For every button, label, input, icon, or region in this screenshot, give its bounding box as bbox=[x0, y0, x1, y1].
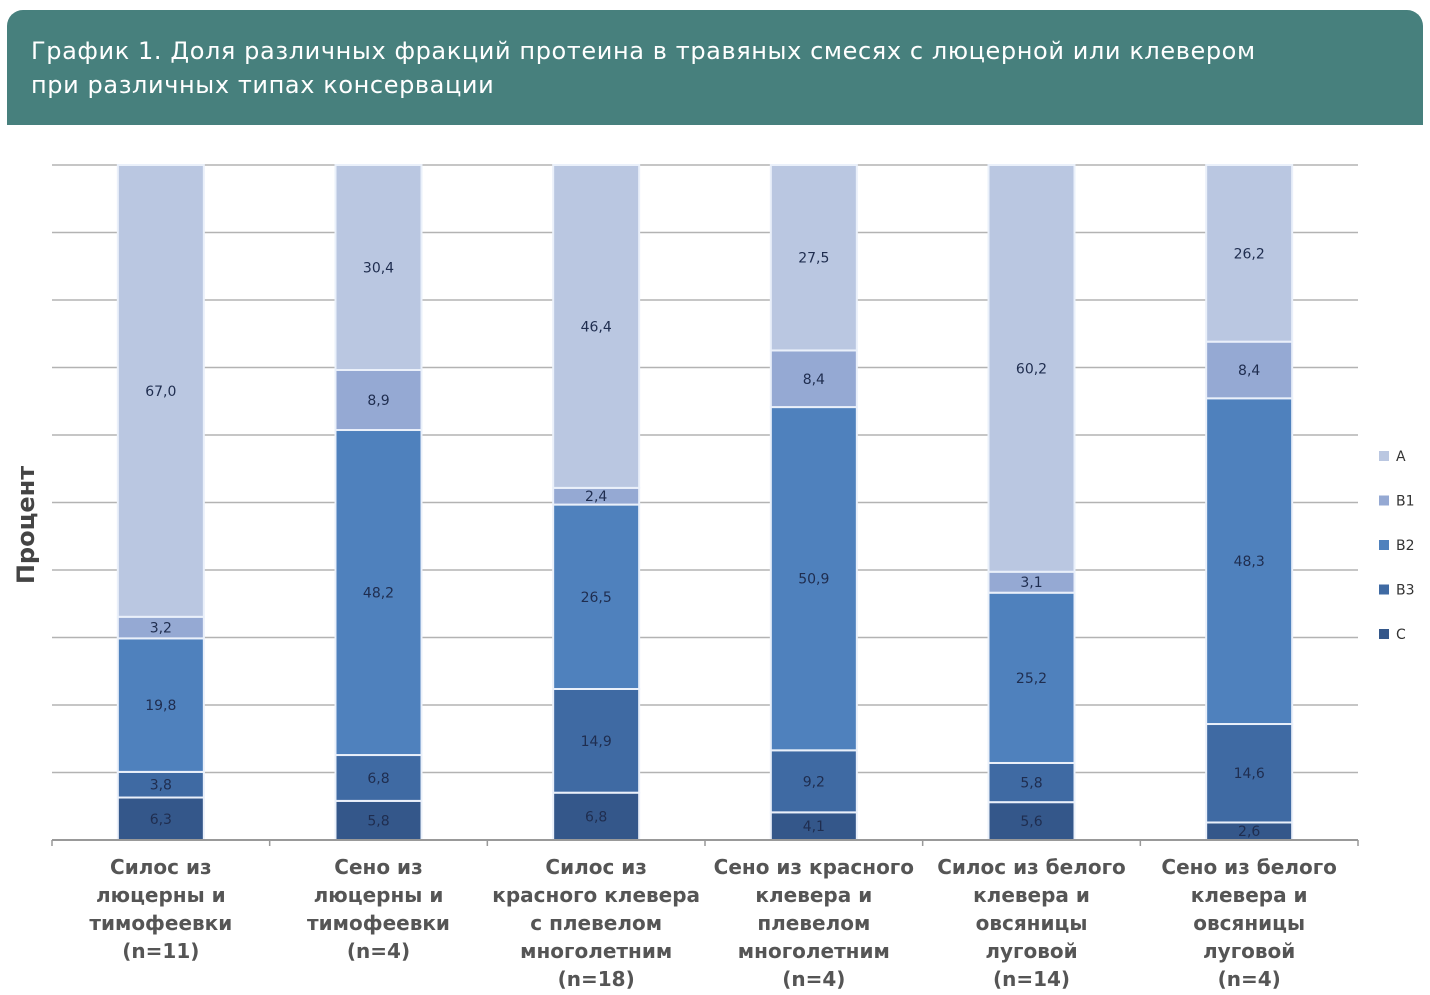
bar-segment-b2 bbox=[1205, 397, 1294, 726]
legend-swatch-a bbox=[1379, 451, 1389, 461]
bar-segment-b2 bbox=[552, 503, 641, 690]
category-label: Силос из bbox=[545, 855, 647, 879]
category-label: люцерны и bbox=[314, 883, 444, 907]
bar-segment-a bbox=[987, 164, 1076, 573]
data-label: 5,6 bbox=[1020, 814, 1042, 830]
category-label: (n=4) bbox=[347, 939, 410, 963]
data-label: 48,2 bbox=[363, 586, 394, 602]
bar-segment-b2 bbox=[334, 429, 423, 757]
category-labels: Силос из люцерны и тимофеевки (n=11) Сено из… bbox=[89, 855, 1337, 991]
category-label: Силос из bbox=[110, 855, 212, 879]
bar-segment-b3 bbox=[769, 749, 858, 814]
data-label: 2,4 bbox=[585, 489, 607, 505]
data-label: 60,2 bbox=[1016, 361, 1047, 377]
data-label: 3,1 bbox=[1020, 575, 1042, 591]
bar-segment-b3 bbox=[334, 754, 423, 802]
data-label: 8,4 bbox=[803, 372, 825, 388]
category-label: (n=11) bbox=[122, 939, 199, 963]
bar-segment-c bbox=[334, 799, 423, 841]
bar-segment-a bbox=[116, 164, 205, 618]
legend-swatch-c bbox=[1379, 629, 1389, 639]
category-label: клевера и bbox=[1191, 883, 1308, 907]
legend-label-b1: B1 bbox=[1396, 494, 1415, 510]
category-label: красного клевера bbox=[492, 883, 700, 907]
category-label: Сено из белого bbox=[1161, 855, 1336, 879]
bar-segment-c bbox=[987, 801, 1076, 842]
category-label: с плевелом bbox=[530, 911, 662, 935]
bar-segment-c bbox=[769, 811, 858, 842]
legend: A B1 B2 B3 C bbox=[1379, 449, 1415, 643]
bar-segment-a bbox=[552, 164, 641, 489]
category-label: многолетним bbox=[738, 939, 890, 963]
category-label: (n=14) bbox=[993, 967, 1070, 991]
data-label: 6,3 bbox=[150, 812, 172, 828]
data-label: 9,2 bbox=[803, 774, 825, 790]
legend-label-b2: B2 bbox=[1396, 538, 1415, 554]
bar-segment-b2 bbox=[116, 637, 205, 773]
bar-segment-b3 bbox=[552, 687, 641, 794]
data-label: 26,5 bbox=[581, 590, 612, 606]
data-label: 27,5 bbox=[798, 251, 829, 267]
category-label: тимофеевки bbox=[89, 911, 232, 935]
data-label: 4,1 bbox=[803, 819, 825, 835]
category-label: клевера и bbox=[755, 883, 872, 907]
category-label: клевера и bbox=[973, 883, 1090, 907]
data-label: 5,8 bbox=[1020, 776, 1042, 792]
category-label: овсяницы bbox=[1193, 911, 1305, 935]
bar-segment-a bbox=[1205, 164, 1294, 343]
category-label: (n=18) bbox=[558, 967, 635, 991]
data-label: 14,9 bbox=[581, 734, 612, 750]
bar-segment-b3 bbox=[1205, 723, 1294, 824]
legend-label-a: A bbox=[1396, 449, 1406, 465]
category-label: Силос из белого bbox=[937, 855, 1126, 879]
data-label: 8,4 bbox=[1238, 363, 1260, 379]
data-label: 3,2 bbox=[150, 621, 172, 637]
category-label: плевелом bbox=[757, 911, 870, 935]
bar-segment-b3 bbox=[116, 770, 205, 799]
data-label: 2,6 bbox=[1238, 824, 1260, 840]
data-label: 25,2 bbox=[1016, 671, 1047, 687]
category-label: Сено из красного bbox=[714, 855, 914, 879]
bar-segment-c bbox=[552, 791, 641, 842]
data-label: 19,8 bbox=[145, 698, 176, 714]
gridlines bbox=[52, 164, 1358, 841]
data-label: 46,4 bbox=[581, 319, 612, 335]
data-label: 6,8 bbox=[585, 809, 607, 825]
category-label: люцерны и bbox=[96, 883, 226, 907]
chart-title-line-1: График 1. Доля различных фракций протеин… bbox=[31, 37, 1256, 65]
category-label: овсяницы bbox=[976, 911, 1088, 935]
data-label: 14,6 bbox=[1234, 766, 1265, 782]
legend-swatch-b1 bbox=[1379, 495, 1389, 506]
category-label: (n=4) bbox=[782, 967, 845, 991]
bar-segment-b2 bbox=[987, 591, 1076, 764]
data-label: 3,8 bbox=[150, 778, 172, 794]
legend-swatch-b3 bbox=[1379, 584, 1389, 595]
category-label: Сено из bbox=[334, 855, 422, 879]
data-label: 67,0 bbox=[145, 384, 176, 400]
legend-label-c: C bbox=[1396, 627, 1406, 643]
legend-label-b3: B3 bbox=[1396, 583, 1415, 599]
data-label: 26,2 bbox=[1234, 246, 1265, 262]
data-label: 48,3 bbox=[1234, 554, 1265, 570]
data-label: 50,9 bbox=[798, 572, 829, 588]
legend-swatch-b2 bbox=[1379, 540, 1389, 550]
category-label: тимофеевки bbox=[307, 911, 450, 935]
data-label: 6,8 bbox=[367, 771, 389, 787]
bar-segment-a bbox=[769, 164, 858, 352]
category-label: луговой bbox=[1203, 939, 1295, 963]
y-axis-label: Процент bbox=[12, 466, 40, 584]
data-label: 5,8 bbox=[367, 813, 389, 829]
data-label: 8,9 bbox=[367, 393, 389, 409]
chart-title-line-2: при различных типах консервации bbox=[31, 71, 495, 99]
category-label: (n=4) bbox=[1218, 967, 1281, 991]
category-label: луговой bbox=[985, 939, 1077, 963]
bar-segment-b1 bbox=[334, 368, 423, 432]
data-label: 30,4 bbox=[363, 260, 394, 276]
bar-segment-a bbox=[334, 164, 423, 371]
bars: 6,3 3,8 19,8 3,2 67,0 5,8 6,8 48,2 8,9 30,4 6,8 14,… bbox=[116, 164, 1294, 842]
category-label: многолетним bbox=[520, 939, 672, 963]
chart-title-banner: График 1. Доля различных фракций протеин… bbox=[7, 10, 1423, 125]
x-axis bbox=[51, 839, 1359, 846]
